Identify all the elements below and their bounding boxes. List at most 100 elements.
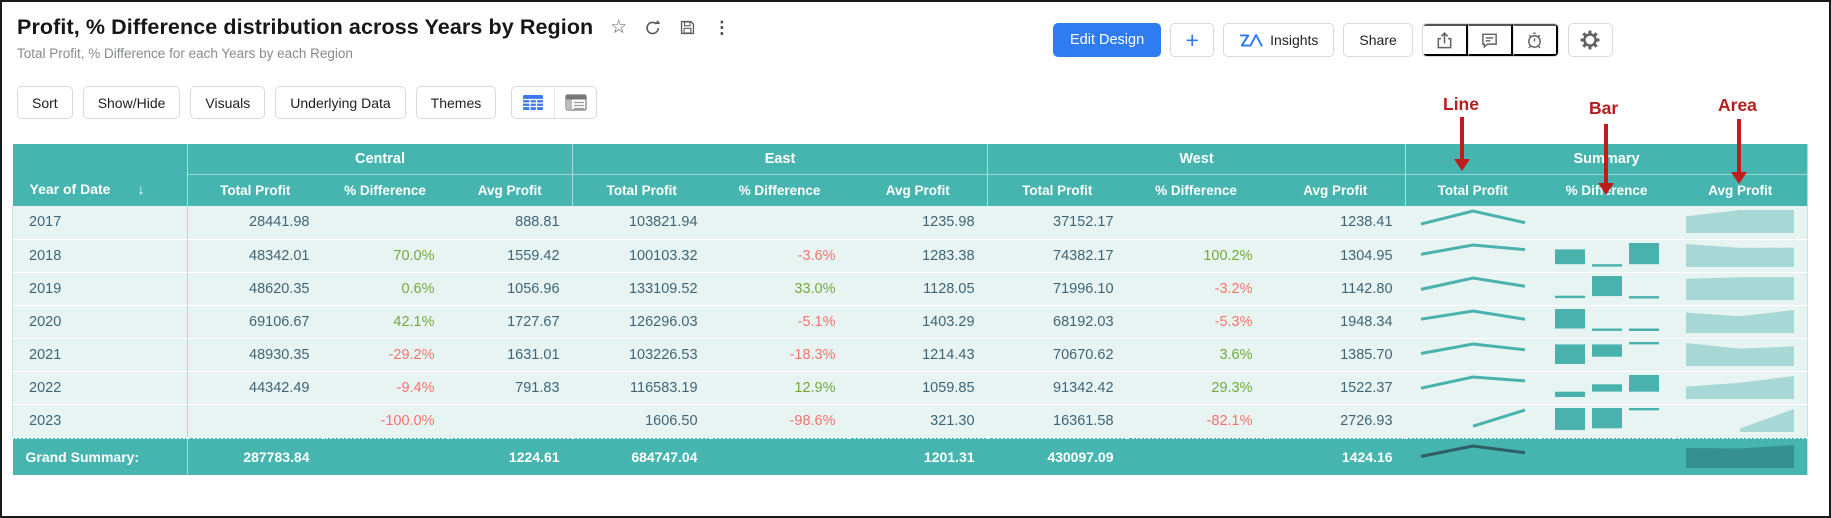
comments-button[interactable] — [1467, 24, 1513, 56]
gear-icon — [1580, 30, 1600, 50]
alert-icon — [1528, 32, 1542, 48]
more-vertical-icon: ⋮ — [713, 18, 731, 37]
grand-summary-label: Grand Summary: — [12, 436, 188, 475]
report-toolbar: Sort Show/Hide Visuals Underlying Data Theme… — [17, 86, 598, 119]
avg-profit-cell: 1522.37 — [1265, 371, 1406, 405]
toolbar-button-visuals[interactable]: Visuals — [190, 86, 266, 119]
avg-profit-cell: 1559.42 — [447, 239, 573, 273]
edit-design-button[interactable]: Edit Design — [1053, 23, 1162, 57]
metric-header-central-total-profit[interactable]: Total Profit — [187, 173, 323, 206]
comment-icon — [1482, 33, 1498, 49]
metric-header-west-avg-profit[interactable]: Avg Profit — [1265, 173, 1407, 206]
year-cell: 2023 — [12, 404, 188, 438]
bar-sparkline — [1554, 341, 1659, 364]
area-sparkline — [1686, 243, 1795, 267]
pct-difference-cell — [710, 206, 849, 240]
summary-line-cell — [1405, 206, 1540, 240]
metric-header-summary-avg-profit[interactable]: Avg Profit — [1673, 173, 1809, 206]
pct-difference-cell: -100.0% — [322, 404, 448, 438]
total-profit-cell: 48620.35 — [187, 272, 323, 306]
alerts-button[interactable] — [1512, 24, 1558, 56]
year-of-date-header[interactable]: Year of Date ↓ — [12, 144, 188, 206]
avg-profit-cell: 1059.85 — [848, 371, 988, 405]
more-options-button[interactable]: ⋮ — [713, 19, 730, 36]
settings-button[interactable] — [1567, 23, 1613, 57]
total-profit-cell: 68192.03 — [987, 305, 1127, 339]
metric-header-east-total-profit[interactable]: Total Profit — [572, 173, 711, 206]
toolbar-button-underlying-data[interactable]: Underlying Data — [275, 86, 406, 119]
star-icon: ☆ — [610, 17, 628, 38]
area-sparkline — [1686, 375, 1795, 399]
metric-header-central-avg-profit[interactable]: Avg Profit — [447, 173, 574, 206]
grand-total-profit-cell: 287783.84 — [187, 436, 323, 475]
metric-header-east-avg-profit[interactable]: Avg Profit — [848, 173, 989, 206]
pct-difference-cell: 70.0% — [322, 239, 448, 273]
pivot-view-button[interactable] — [554, 87, 596, 118]
metric-header-summary--difference[interactable]: % Difference — [1539, 173, 1674, 206]
summary-line-cell — [1405, 338, 1540, 372]
line-sparkline — [1420, 275, 1525, 291]
pivot-table: Year of Date ↓ Central East West Summary Total… — [12, 144, 1809, 475]
year-cell: 2018 — [12, 239, 188, 273]
save-button[interactable] — [679, 19, 696, 36]
total-profit-cell: 44342.49 — [187, 371, 323, 405]
total-profit-cell: 16361.58 — [987, 404, 1127, 438]
toolbar-button-show-hide[interactable]: Show/Hide — [82, 86, 181, 119]
avg-profit-cell: 1727.67 — [447, 305, 573, 339]
area-sparkline — [1686, 210, 1795, 234]
pivot-table-container: Year of Date ↓ Central East West Summary Total… — [12, 144, 1809, 475]
share-button[interactable]: Share — [1343, 23, 1413, 57]
summary-area-cell — [1673, 436, 1809, 475]
metric-header-central--difference[interactable]: % Difference — [322, 173, 448, 206]
add-button[interactable]: + — [1170, 23, 1215, 57]
table-view-icon — [523, 95, 544, 110]
refresh-icon — [646, 19, 661, 34]
export-button[interactable] — [1422, 24, 1468, 56]
metric-header-summary-total-profit[interactable]: Total Profit — [1405, 173, 1540, 206]
avg-profit-cell: 1128.05 — [848, 272, 988, 306]
summary-bar-cell — [1539, 404, 1674, 438]
total-profit-cell: 69106.67 — [187, 305, 323, 339]
total-profit-cell: 100103.32 — [572, 239, 711, 273]
grand-total-profit-cell: 684747.04 — [572, 436, 711, 475]
pct-difference-cell: -18.3% — [710, 338, 849, 372]
summary-line-cell — [1405, 371, 1540, 405]
pct-difference-cell: 12.9% — [710, 371, 849, 405]
summary-area-cell — [1673, 239, 1809, 273]
total-profit-cell: 103226.53 — [572, 338, 711, 372]
toolbar-button-sort[interactable]: Sort — [17, 86, 73, 119]
view-toggle-group — [511, 86, 598, 119]
metric-header-east--difference[interactable]: % Difference — [710, 173, 849, 206]
group-header-east: East — [572, 144, 989, 174]
summary-area-cell — [1673, 272, 1809, 306]
table-row: 2018 48342.01 70.0% 1559.42 100103.32 -3.6% 12… — [12, 239, 1809, 273]
avg-profit-cell: 321.30 — [848, 404, 988, 438]
table-row: 2022 44342.49 -9.4% 791.83 116583.19 12.9% 105… — [12, 371, 1809, 405]
grand-pct-difference-cell — [322, 436, 448, 475]
avg-profit-cell: 1385.70 — [1265, 338, 1406, 372]
metric-header-west--difference[interactable]: % Difference — [1126, 173, 1266, 206]
page-subtitle: Total Profit, % Difference for each Year… — [17, 46, 353, 61]
toolbar-button-themes[interactable]: Themes — [415, 86, 497, 119]
grand-avg-profit-cell: 1424.16 — [1265, 436, 1406, 475]
pct-difference-cell: -9.4% — [322, 371, 448, 405]
bar-sparkline — [1554, 407, 1659, 430]
area-sparkline — [1686, 276, 1795, 300]
export-icon — [1437, 31, 1452, 48]
total-profit-cell: 28441.98 — [187, 206, 323, 240]
pivot-view-icon — [565, 94, 587, 111]
metric-header-west-total-profit[interactable]: Total Profit — [987, 173, 1127, 206]
summary-area-cell — [1673, 338, 1809, 372]
table-row: 2021 48930.35 -29.2% 1631.01 103226.53 -18.3%… — [12, 338, 1809, 372]
line-sparkline — [1420, 242, 1525, 256]
summary-bar-cell — [1539, 305, 1674, 339]
summary-area-cell — [1673, 371, 1809, 405]
favorite-button[interactable]: ☆ — [610, 18, 627, 37]
table-view-button[interactable] — [512, 87, 554, 118]
insights-button[interactable]: Insights — [1223, 23, 1335, 57]
summary-line-cell — [1405, 239, 1540, 273]
total-profit-cell: 133109.52 — [572, 272, 711, 306]
pct-difference-cell: 29.3% — [1126, 371, 1266, 405]
summary-bar-cell — [1539, 206, 1674, 240]
refresh-button[interactable] — [644, 19, 662, 37]
